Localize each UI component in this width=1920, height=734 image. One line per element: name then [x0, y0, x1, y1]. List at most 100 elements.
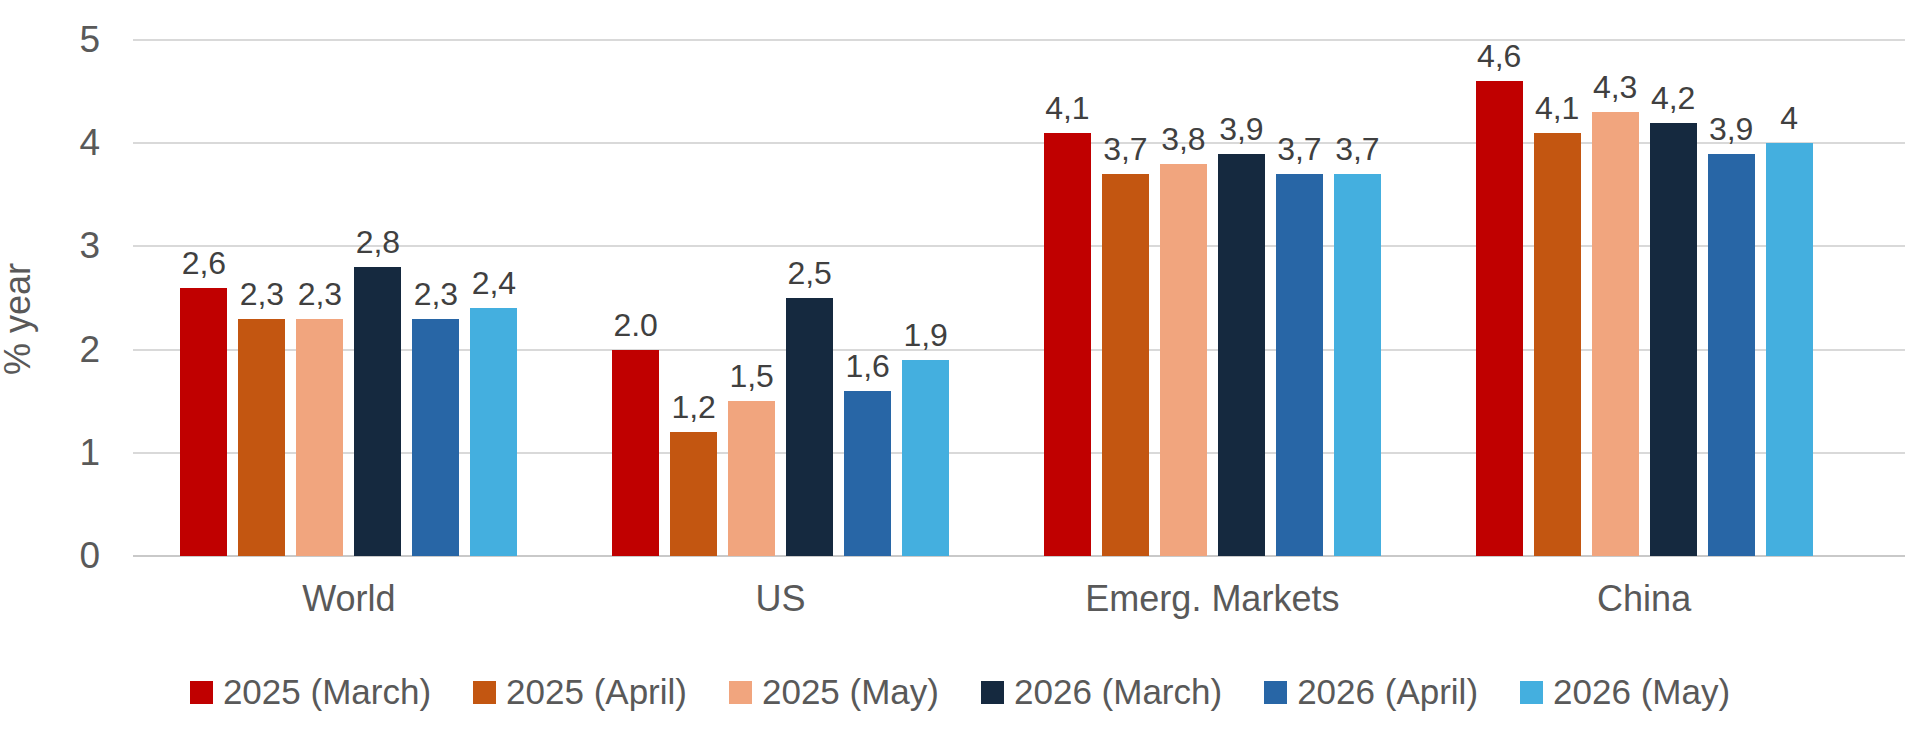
- bar-2025-march-: [180, 288, 227, 556]
- bar-value-label: 3,7: [1103, 133, 1147, 165]
- bar-value-label: 1,5: [729, 360, 773, 392]
- bar-value-label: 2,5: [787, 257, 831, 289]
- x-axis-labels: WorldUSEmerg. MarketsChina: [133, 578, 1860, 620]
- bar-cell: 1,6: [844, 40, 891, 556]
- bar-cell: 2,3: [238, 40, 285, 556]
- legend-label: 2026 (March): [1014, 672, 1222, 712]
- bar-2026-march-: [354, 267, 401, 556]
- x-axis-label-us: US: [565, 578, 997, 620]
- bar-cell: 4: [1766, 40, 1813, 556]
- bar-2025-april-: [238, 319, 285, 556]
- x-axis-label-emerg-markets: Emerg. Markets: [997, 578, 1429, 620]
- bar-value-label: 1,6: [845, 350, 889, 382]
- bar-2026-april-: [412, 319, 459, 556]
- legend-swatch-icon: [1264, 681, 1287, 704]
- legend-swatch-icon: [729, 681, 752, 704]
- bar-2025-april-: [1102, 174, 1149, 556]
- legend-swatch-icon: [190, 681, 213, 704]
- bar-value-label: 3,9: [1219, 113, 1263, 145]
- legend-item: 2025 (May): [729, 672, 939, 712]
- legend-swatch-icon: [981, 681, 1004, 704]
- bar-value-label: 3,9: [1709, 113, 1753, 145]
- bar-2025-may-: [1160, 164, 1207, 556]
- bar-value-label: 2,6: [182, 247, 226, 279]
- legend-label: 2026 (April): [1297, 672, 1478, 712]
- bar-value-label: 3,8: [1161, 123, 1205, 155]
- bar-2026-march-: [1650, 123, 1697, 556]
- bar-2026-march-: [786, 298, 833, 556]
- bar-2026-may-: [902, 360, 949, 556]
- bar-group-emerg-markets: 4,1 3,7 3,8 3,9 3,7 3,7: [997, 40, 1429, 556]
- legend-label: 2025 (April): [506, 672, 687, 712]
- bar-cell: 3,8: [1160, 40, 1207, 556]
- bar-value-label: 4,1: [1045, 92, 1089, 124]
- bar-value-label: 4,1: [1535, 92, 1579, 124]
- bar-2026-may-: [1334, 174, 1381, 556]
- bar-cell: 2,6: [180, 40, 227, 556]
- legend-label: 2025 (March): [223, 672, 431, 712]
- bar-2025-march-: [612, 350, 659, 556]
- bar-cell: 3,9: [1218, 40, 1265, 556]
- bar-2025-march-: [1044, 133, 1091, 556]
- bar-2025-may-: [1592, 112, 1639, 556]
- bar-cell: 1,5: [728, 40, 775, 556]
- bar-2026-may-: [470, 308, 517, 556]
- bar-cell: 2,3: [296, 40, 343, 556]
- legend-item: 2026 (April): [1264, 672, 1478, 712]
- bar-value-label: 4,6: [1477, 40, 1521, 72]
- bar-value-label: 4: [1780, 102, 1798, 134]
- bar-cell: 2,5: [786, 40, 833, 556]
- bar-value-label: 3,7: [1335, 133, 1379, 165]
- bar-value-label: 1,9: [903, 319, 947, 351]
- bar-group-us: 2.0 1,2 1,5 2,5 1,6 1,9: [565, 40, 997, 556]
- legend-item: 2025 (April): [473, 672, 687, 712]
- legend-label: 2025 (May): [762, 672, 939, 712]
- bar-cell: 1,9: [902, 40, 949, 556]
- bar-2025-may-: [296, 319, 343, 556]
- x-axis-label-world: World: [133, 578, 565, 620]
- bar-2026-may-: [1766, 143, 1813, 556]
- bar-value-label: 2,3: [414, 278, 458, 310]
- legend-item: 2026 (May): [1520, 672, 1730, 712]
- bar-value-label: 4,2: [1651, 82, 1695, 114]
- bar-cell: 2,8: [354, 40, 401, 556]
- bar-cell: 4,6: [1476, 40, 1523, 556]
- bar-2025-may-: [728, 401, 775, 556]
- bar-2025-april-: [1534, 133, 1581, 556]
- bar-cell: 2,4: [470, 40, 517, 556]
- bar-value-label: 2,3: [240, 278, 284, 310]
- bar-group-world: 2,6 2,3 2,3 2,8 2,3 2,4: [133, 40, 565, 556]
- bar-2025-april-: [670, 432, 717, 556]
- legend-item: 2025 (March): [190, 672, 431, 712]
- bar-groups: 2,6 2,3 2,3 2,8 2,3 2,4 2.0 1,2 1,5 2,5 1,6 1,9 4,1 3…: [133, 40, 1860, 556]
- legend-item: 2026 (March): [981, 672, 1222, 712]
- bar-value-label: 1,2: [671, 391, 715, 423]
- bar-cell: 3,9: [1708, 40, 1755, 556]
- bar-value-label: 2.0: [613, 309, 657, 341]
- legend-label: 2026 (May): [1553, 672, 1730, 712]
- legend-swatch-icon: [1520, 681, 1543, 704]
- bar-2026-april-: [1276, 174, 1323, 556]
- bar-value-label: 2,8: [356, 226, 400, 258]
- bar-value-label: 3,7: [1277, 133, 1321, 165]
- bar-2026-march-: [1218, 154, 1265, 556]
- bar-cell: 2,3: [412, 40, 459, 556]
- bar-cell: 3,7: [1276, 40, 1323, 556]
- bar-cell: 1,2: [670, 40, 717, 556]
- bar-cell: 2.0: [612, 40, 659, 556]
- y-axis-ticks: 012345: [0, 40, 100, 556]
- bar-cell: 4,3: [1592, 40, 1639, 556]
- legend: 2025 (March) 2025 (April) 2025 (May) 2026 (…: [0, 672, 1920, 712]
- bar-2025-march-: [1476, 81, 1523, 556]
- bar-cell: 3,7: [1334, 40, 1381, 556]
- bar-group-china: 4,6 4,1 4,3 4,2 3,9 4: [1428, 40, 1860, 556]
- bar-cell: 4,1: [1534, 40, 1581, 556]
- bar-2026-april-: [844, 391, 891, 556]
- bar-cell: 4,1: [1044, 40, 1091, 556]
- bar-value-label: 2,3: [298, 278, 342, 310]
- legend-swatch-icon: [473, 681, 496, 704]
- bar-cell: 4,2: [1650, 40, 1697, 556]
- bar-2026-april-: [1708, 154, 1755, 556]
- bar-value-label: 2,4: [472, 267, 516, 299]
- bar-cell: 3,7: [1102, 40, 1149, 556]
